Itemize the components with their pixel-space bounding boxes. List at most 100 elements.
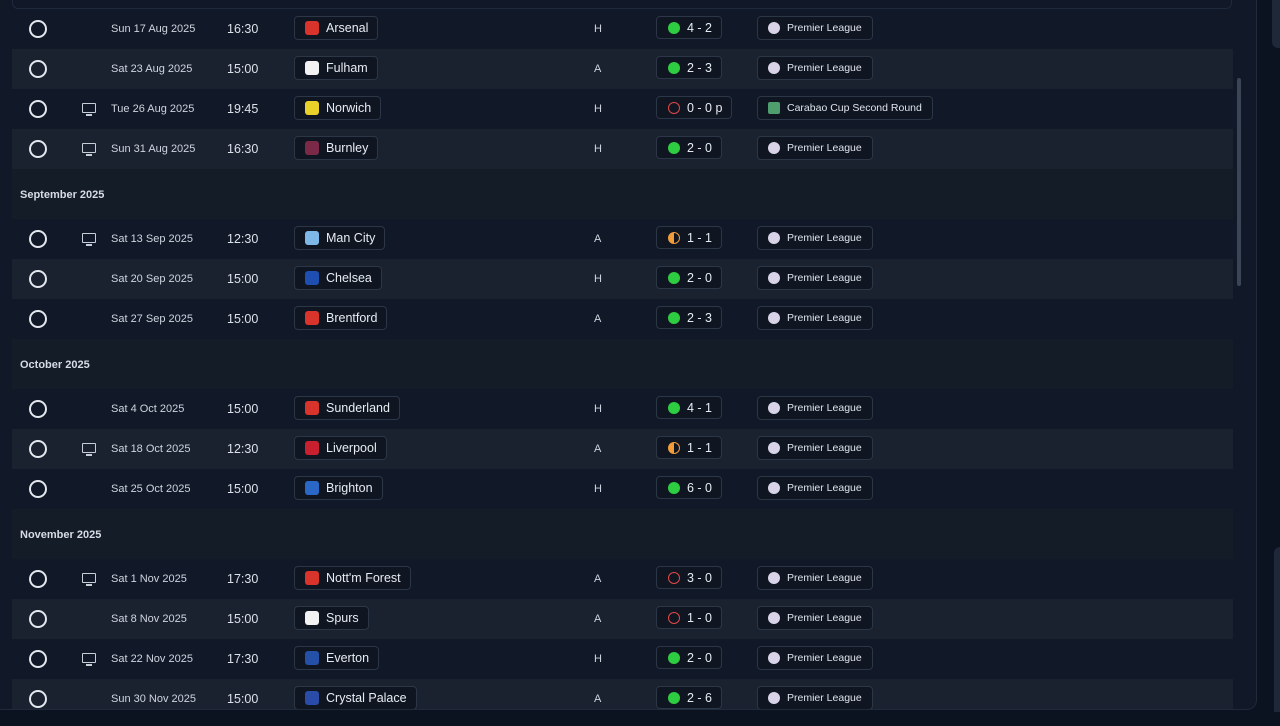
select-radio[interactable] (29, 650, 47, 668)
premier-league-icon (768, 652, 780, 664)
opponent-chip[interactable]: Crystal Palace (294, 686, 417, 709)
opponent-chip[interactable]: Spurs (294, 606, 369, 630)
match-date: Sat 20 Sep 2025 (111, 273, 193, 285)
fixture-row[interactable]: Sat 1 Nov 2025 17:30 Nott'm Forest A 3 - 0 Pr… (12, 559, 1233, 599)
select-radio[interactable] (29, 140, 47, 158)
competition-chip[interactable]: Premier League (757, 226, 873, 250)
select-radio[interactable] (29, 270, 47, 288)
select-radio[interactable] (29, 230, 47, 248)
select-radio[interactable] (29, 570, 47, 588)
fixture-row[interactable]: Sat 25 Oct 2025 15:00 Brighton H 6 - 0 Premie… (12, 469, 1233, 509)
result-chip[interactable]: 2 - 3 (656, 306, 723, 329)
competition-chip[interactable]: Premier League (757, 646, 873, 670)
opponent-chip[interactable]: Arsenal (294, 16, 379, 40)
opponent-chip[interactable]: Norwich (294, 96, 382, 120)
result-chip[interactable]: 1 - 0 (656, 606, 723, 629)
opponent-chip[interactable]: Sunderland (294, 396, 400, 420)
score: 6 - 0 (687, 480, 713, 495)
fixture-row[interactable]: Sat 27 Sep 2025 15:00 Brentford A 2 - 3 Premi… (12, 299, 1233, 339)
fixture-row[interactable]: Sat 22 Nov 2025 17:30 Everton H 2 - 0 Premier… (12, 639, 1233, 679)
opponent-chip[interactable]: Brentford (294, 306, 388, 330)
result-chip[interactable]: 2 - 6 (656, 686, 723, 709)
fixture-row[interactable]: Sun 17 Aug 2025 16:30 Arsenal H 4 - 2 Premier… (12, 9, 1233, 49)
score: 1 - 1 (687, 440, 713, 455)
competition-chip[interactable]: Premier League (757, 396, 873, 420)
competition-chip[interactable]: Premier League (757, 266, 873, 290)
competition-chip[interactable]: Premier League (757, 136, 873, 160)
select-radio[interactable] (29, 20, 47, 38)
venue: H (594, 403, 602, 415)
kickoff-time: 17:30 (227, 652, 259, 666)
competition-chip[interactable]: Premier League (757, 606, 873, 630)
result-chip[interactable]: 4 - 2 (656, 16, 723, 39)
score: 1 - 1 (687, 230, 713, 245)
club-crest-icon (305, 481, 319, 495)
kickoff-time: 15:00 (227, 482, 259, 496)
opponent-chip[interactable]: Burnley (294, 136, 379, 160)
fixture-row[interactable]: Sat 20 Sep 2025 15:00 Chelsea H 2 - 0 Premier… (12, 259, 1233, 299)
fixture-row[interactable]: Sun 31 Aug 2025 16:30 Burnley H 2 - 0 Premier… (12, 129, 1233, 169)
opponent-chip[interactable]: Chelsea (294, 266, 382, 290)
result-chip[interactable]: 1 - 1 (656, 436, 723, 459)
opponent-name: Crystal Palace (326, 691, 407, 705)
select-radio[interactable] (29, 440, 47, 458)
result-chip[interactable]: 3 - 0 (656, 566, 723, 589)
fixture-row[interactable]: Sat 13 Sep 2025 12:30 Man City A 1 - 1 Premie… (12, 219, 1233, 259)
club-crest-icon (305, 271, 319, 285)
fixture-row[interactable]: Tue 26 Aug 2025 19:45 Norwich H 0 - 0 p Carab… (12, 89, 1233, 129)
side-panel-edge (1274, 547, 1280, 712)
select-radio[interactable] (29, 310, 47, 328)
competition-chip[interactable]: Premier League (757, 566, 873, 590)
opponent-chip[interactable]: Fulham (294, 56, 378, 80)
match-date: Sat 13 Sep 2025 (111, 233, 193, 245)
select-radio[interactable] (29, 100, 47, 118)
select-radio[interactable] (29, 480, 47, 498)
opponent-chip[interactable]: Brighton (294, 476, 383, 500)
competition-chip[interactable]: Premier League (757, 476, 873, 500)
fixture-row[interactable]: Sat 18 Oct 2025 12:30 Liverpool A 1 - 1 Premi… (12, 429, 1233, 469)
result-chip[interactable]: 2 - 0 (656, 646, 723, 669)
result-chip[interactable]: 0 - 0 p (656, 96, 733, 119)
result-chip[interactable]: 2 - 3 (656, 56, 723, 79)
opponent-chip[interactable]: Man City (294, 226, 386, 250)
result-chip[interactable]: 6 - 0 (656, 476, 723, 499)
opponent-chip[interactable]: Nott'm Forest (294, 566, 411, 590)
club-crest-icon (305, 231, 319, 245)
competition-chip[interactable]: Premier League (757, 686, 873, 709)
venue: H (594, 143, 602, 155)
opponent-name: Nott'm Forest (326, 571, 401, 585)
club-crest-icon (305, 61, 319, 75)
opponent-name: Sunderland (326, 401, 390, 415)
competition-chip[interactable]: Carabao Cup Second Round (757, 96, 933, 120)
tv-icon (82, 233, 96, 246)
fixture-row[interactable]: Sat 8 Nov 2025 15:00 Spurs A 1 - 0 Premier Le… (12, 599, 1233, 639)
kickoff-time: 15:00 (227, 402, 259, 416)
competition-chip[interactable]: Premier League (757, 436, 873, 460)
opponent-chip[interactable]: Everton (294, 646, 380, 670)
competition-name: Premier League (787, 62, 862, 74)
venue: H (594, 103, 602, 115)
competition-chip[interactable]: Premier League (757, 16, 873, 40)
result-chip[interactable]: 1 - 1 (656, 226, 723, 249)
scrollbar-thumb[interactable] (1237, 78, 1241, 286)
result-chip[interactable]: 2 - 0 (656, 136, 723, 159)
select-radio[interactable] (29, 60, 47, 78)
competition-chip[interactable]: Premier League (757, 306, 873, 330)
fixture-row[interactable]: Sun 30 Nov 2025 15:00 Crystal Palace A 2 - 6… (12, 679, 1233, 709)
select-radio[interactable] (29, 400, 47, 418)
competition-chip[interactable]: Premier League (757, 56, 873, 80)
competition-name: Premier League (787, 312, 862, 324)
fixture-row[interactable]: Sat 23 Aug 2025 15:00 Fulham A 2 - 3 Premier … (12, 49, 1233, 89)
opponent-name: Norwich (326, 101, 372, 115)
opponent-chip[interactable]: Liverpool (294, 436, 387, 460)
club-crest-icon (305, 311, 319, 325)
fixture-row[interactable]: Sat 4 Oct 2025 15:00 Sunderland H 4 - 1 Premi… (12, 389, 1233, 429)
result-chip[interactable]: 2 - 0 (656, 266, 723, 289)
kickoff-time: 15:00 (227, 612, 259, 626)
result-chip[interactable]: 4 - 1 (656, 396, 723, 419)
select-radio[interactable] (29, 690, 47, 708)
club-crest-icon (305, 441, 319, 455)
select-radio[interactable] (29, 610, 47, 628)
competition-name: Premier League (787, 272, 862, 284)
win-result-icon (668, 311, 680, 324)
